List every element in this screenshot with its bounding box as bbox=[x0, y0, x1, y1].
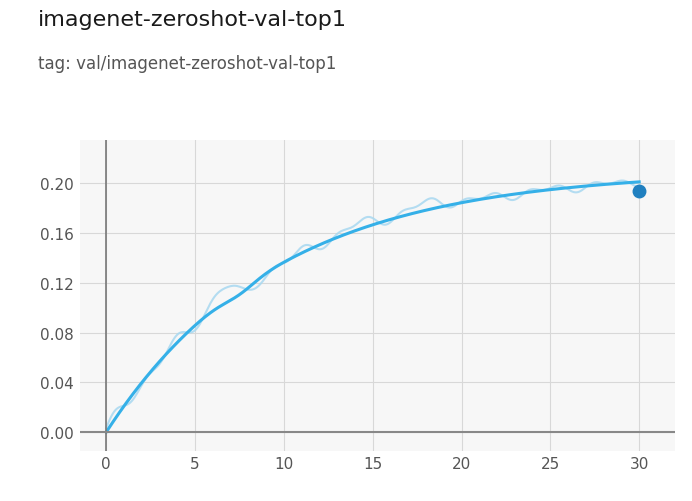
Text: tag: val/imagenet-zeroshot-val-top1: tag: val/imagenet-zeroshot-val-top1 bbox=[38, 55, 336, 73]
Text: imagenet-zeroshot-val-top1: imagenet-zeroshot-val-top1 bbox=[38, 10, 347, 30]
